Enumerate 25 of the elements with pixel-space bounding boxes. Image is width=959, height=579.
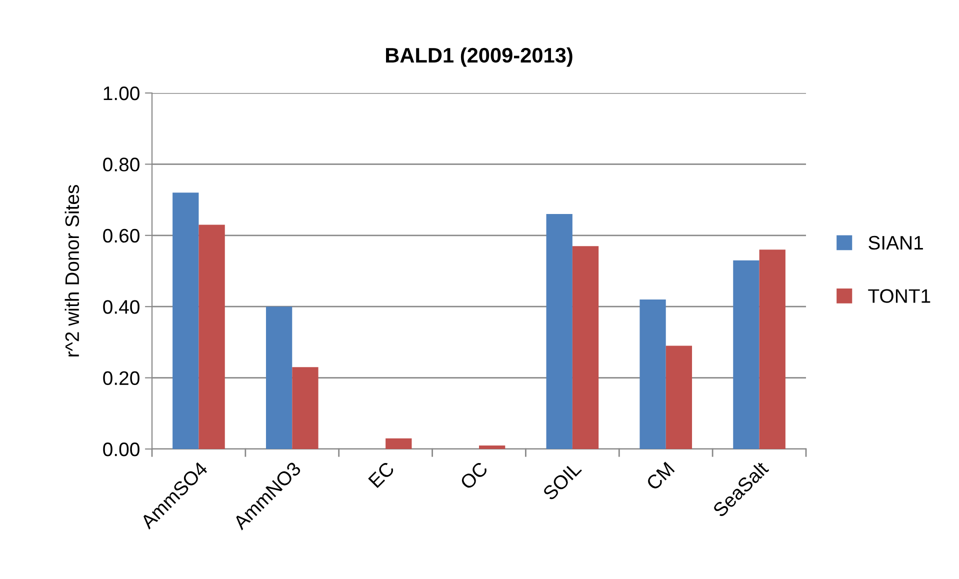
bar [733, 260, 760, 449]
bar [292, 367, 318, 449]
bar [172, 192, 199, 449]
bar [759, 250, 786, 449]
bar [266, 306, 292, 449]
y-tick-label: 0.40 [103, 300, 140, 314]
bar [479, 445, 506, 449]
bar [666, 346, 692, 449]
bar [572, 246, 599, 449]
legend-label: SIAN1 [868, 236, 923, 250]
y-tick-label: 1.00 [104, 86, 140, 100]
x-tick-label: OC [459, 461, 489, 490]
legend-label: TONT1 [868, 289, 930, 303]
y-tick-label: 0.00 [103, 442, 140, 456]
chart-title: BALD1 (2009-2013) [386, 47, 572, 67]
y-tick-label: 0.80 [103, 158, 140, 172]
y-axis-title: r^2 with Donor Sites [64, 185, 80, 356]
bar [546, 214, 572, 449]
bar [198, 224, 225, 449]
y-tick-label: 0.20 [103, 371, 140, 386]
x-tick-label: CM [646, 462, 675, 491]
bar [640, 299, 666, 449]
bar [386, 438, 412, 449]
y-tick-label: 0.60 [103, 228, 140, 243]
x-tick-label: EC [368, 461, 396, 488]
